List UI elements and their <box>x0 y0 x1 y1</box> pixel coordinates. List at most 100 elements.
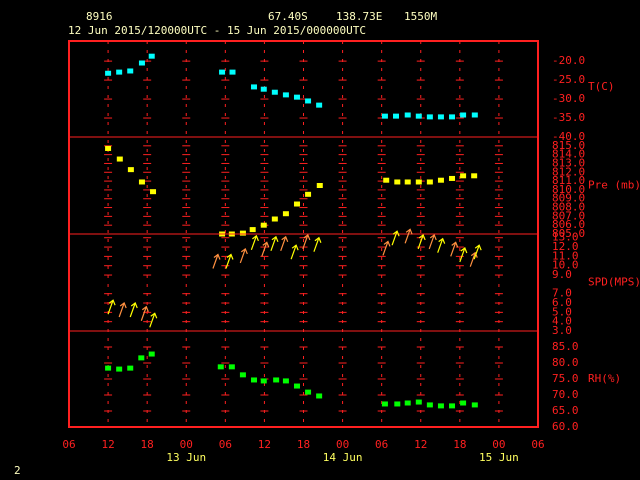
data-point <box>293 94 300 100</box>
arrow-part <box>271 235 279 243</box>
data-point <box>249 227 256 233</box>
arrow-part <box>250 235 257 251</box>
arrow-part <box>451 241 459 248</box>
data-point <box>471 402 478 408</box>
arrow-part <box>291 244 299 251</box>
data-point <box>381 401 388 407</box>
data-point <box>394 401 401 407</box>
wind-arrow <box>469 251 478 267</box>
arrow-part <box>213 253 221 260</box>
wind-arrow <box>437 237 446 253</box>
panel-label: RH(%) <box>588 372 621 385</box>
y-tick-label: 13.0 <box>552 231 579 244</box>
arrow-part <box>469 252 476 267</box>
arrow-part <box>261 242 268 257</box>
y-tick-label: 11.0 <box>552 249 579 262</box>
y-tick-label: 812.0 <box>552 165 585 178</box>
arrow-part <box>391 230 398 246</box>
arrow-part <box>226 253 234 260</box>
data-point <box>437 403 444 409</box>
wind-arrow <box>382 240 391 256</box>
data-point <box>449 403 456 409</box>
panel-label: SPD(MPS) <box>588 276 640 289</box>
arrow-part <box>119 302 127 309</box>
y-tick-label: 75.0 <box>552 372 579 385</box>
data-point <box>471 173 478 179</box>
x-tick-label: 12 <box>101 438 114 451</box>
arrow-part <box>313 237 320 252</box>
data-point <box>150 189 157 195</box>
y-tick-label: 815.0 <box>552 139 585 152</box>
arrow-part <box>130 302 138 309</box>
y-tick-label: 811.0 <box>552 174 585 187</box>
y-tick-label: 70.0 <box>552 388 579 401</box>
period: 12 Jun 2015/120000UTC - 15 Jun 2015/0000… <box>68 24 366 37</box>
data-point <box>415 399 422 405</box>
data-point <box>138 355 145 361</box>
data-point <box>138 179 145 185</box>
data-point <box>273 377 280 383</box>
arrow-part <box>281 235 289 243</box>
arrow-part <box>418 233 426 241</box>
arrow-part <box>212 254 219 269</box>
data-point <box>127 68 134 74</box>
wind-arrow <box>225 253 234 269</box>
wind-arrow <box>313 236 322 252</box>
arrow-part <box>290 244 297 260</box>
y-tick-label: 12.0 <box>552 240 579 253</box>
data-point <box>305 389 312 395</box>
wind-arrow <box>107 299 116 315</box>
longitude: 138.73E <box>336 10 382 23</box>
data-point <box>460 112 467 118</box>
data-point <box>293 383 300 389</box>
wind-arrow <box>473 244 482 260</box>
x-tick-label: 18 <box>297 438 310 451</box>
arrow-part <box>239 248 246 264</box>
data-point <box>105 145 112 151</box>
y-tick-label: 65.0 <box>552 404 579 417</box>
data-point <box>316 393 323 399</box>
wind-arrow <box>404 228 413 244</box>
data-point <box>437 114 444 120</box>
data-point <box>282 378 289 384</box>
wind-arrow <box>250 234 259 251</box>
data-point <box>229 69 236 75</box>
data-point <box>127 365 134 371</box>
y-tick-label: -25.0 <box>552 73 585 86</box>
data-point <box>219 69 226 75</box>
arrow-part <box>303 233 311 241</box>
data-point <box>415 179 422 185</box>
data-point <box>404 112 411 118</box>
arrow-part <box>437 238 444 253</box>
page-number: 2 <box>14 464 21 477</box>
arrow-part <box>417 234 424 250</box>
wind-arrow <box>149 312 158 328</box>
arrow-part <box>428 234 435 250</box>
arrow-part <box>473 244 480 260</box>
wind-arrow <box>450 241 459 257</box>
arrow-part <box>429 233 437 241</box>
wind-arrow <box>459 247 468 263</box>
wind-arrow <box>290 244 299 260</box>
data-point <box>271 89 278 95</box>
arrow-part <box>474 244 482 251</box>
data-point <box>460 400 467 406</box>
data-point <box>138 60 145 66</box>
data-point <box>437 177 444 183</box>
data-point <box>316 183 323 188</box>
y-tick-label: 4.0 <box>552 315 572 328</box>
data-point <box>449 114 456 120</box>
x-tick-label: 12 <box>414 438 427 451</box>
y-tick-label: 9.0 <box>552 268 572 281</box>
arrow-part <box>141 305 149 312</box>
arrow-part <box>140 306 147 321</box>
data-point <box>316 102 323 108</box>
arrow-part <box>118 302 125 318</box>
arrow-part <box>252 234 259 242</box>
data-point <box>127 167 134 173</box>
data-point <box>105 70 112 76</box>
y-tick-label: 805.0 <box>552 227 585 240</box>
y-tick-label: 814.0 <box>552 148 585 161</box>
arrow-part <box>270 236 277 251</box>
arrow-part <box>150 312 158 319</box>
